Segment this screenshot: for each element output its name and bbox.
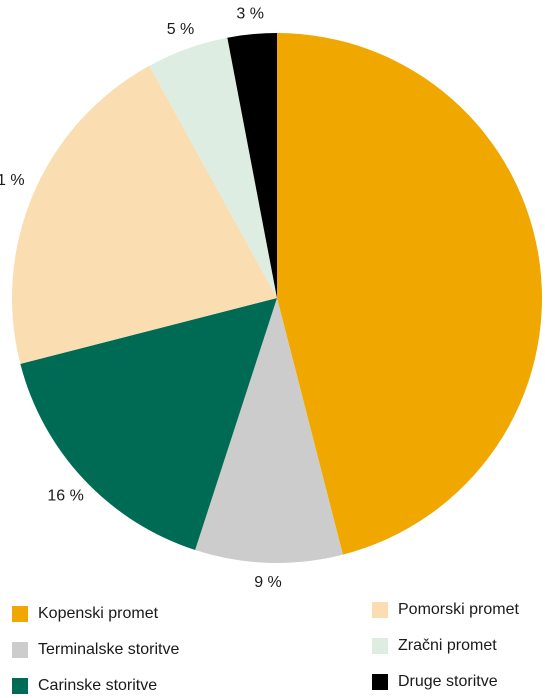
legend-label: Zračni promet [398,637,497,654]
pie-slice-carinske-storitve [20,298,278,551]
slice-value-label: 21 % [0,172,25,189]
legend-label: Kopenski promet [38,605,159,622]
legend-label: Pomorski promet [398,601,519,618]
legend-item-pomorski-promet: Pomorski promet [372,598,519,622]
chart-legend: Kopenski promet Terminalske storitve Car… [0,596,545,698]
pie-slices [12,33,542,563]
pie-slice-kopenski-promet [277,33,542,555]
pie-value-labels: 46 %9 %16 %21 %5 %3 % [0,6,282,590]
legend-swatch [372,674,388,690]
legend-swatch [372,638,388,654]
legend-swatch [12,678,28,694]
legend-label: Druge storitve [398,673,498,690]
legend-item-zracni-promet: Zračni promet [372,634,497,658]
pie-slice-zra-ni-promet [149,37,277,298]
slice-value-label: 9 % [254,574,282,590]
pie-slice-terminalske-storitve [195,298,343,563]
pie-slice-pomorski-promet [12,65,278,364]
slice-value-label: 3 % [236,6,264,23]
legend-swatch [372,602,388,618]
legend-item-terminalske-storitve: Terminalske storitve [12,638,179,662]
legend-label: Carinske storitve [38,677,158,694]
legend-item-kopenski-promet: Kopenski promet [12,602,158,626]
slice-value-label: 16 % [47,488,83,505]
slice-value-label: 5 % [167,21,195,38]
legend-swatch [12,606,28,622]
pie-chart: 46 %9 %16 %21 %5 %3 % [0,6,542,590]
legend-label: Terminalske storitve [38,641,180,658]
legend-item-carinske-storitve: Carinske storitve [12,674,157,698]
legend-item-druge-storitve: Druge storitve [372,670,498,694]
pie-slice-druge-storitve [227,33,277,298]
legend-swatch [12,642,28,658]
